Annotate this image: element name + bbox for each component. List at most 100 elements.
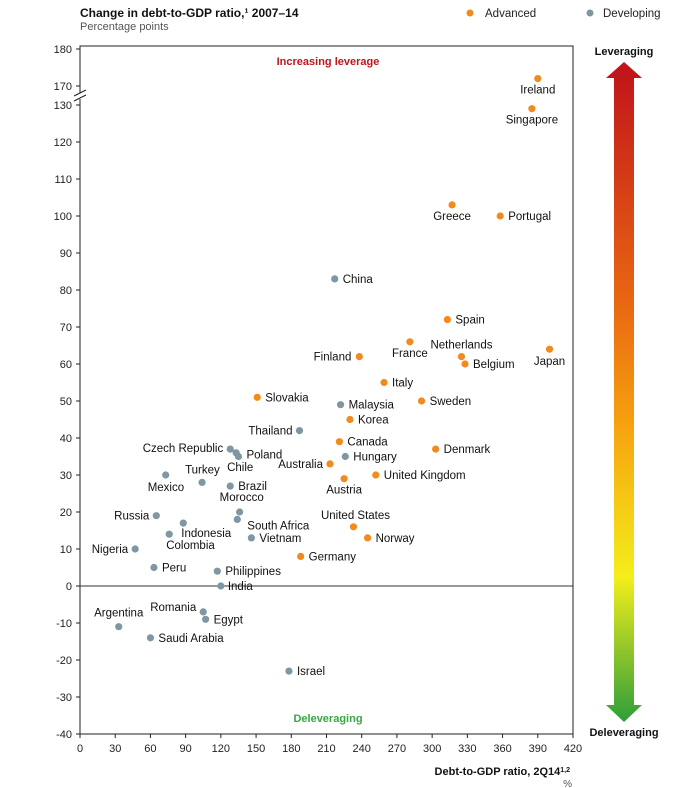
legend-developing-marker (586, 9, 594, 17)
x-tick-label: 210 (317, 743, 335, 755)
y-tick-label: 30 (60, 470, 72, 482)
scale-top-label: Leveraging (595, 46, 654, 58)
plot-frame (79, 45, 574, 735)
x-tick-label: 330 (458, 743, 476, 755)
y-tick-label: 120 (54, 137, 72, 149)
point-label-india: India (228, 581, 254, 593)
point-label-peru: Peru (162, 563, 186, 575)
point-label-finland: Finland (314, 352, 352, 364)
point-label-denmark: Denmark (444, 444, 491, 456)
x-tick-label: 30 (109, 743, 121, 755)
point-label-colombia: Colombia (166, 540, 215, 552)
point-label-japan: Japan (534, 356, 565, 368)
point-thailand (295, 427, 304, 435)
y-tick-label: 10 (60, 544, 72, 556)
point-denmark (432, 445, 440, 453)
chart-title: Change in debt-to-GDP ratio,¹ 2007–14 (80, 6, 299, 20)
point-label-belgium: Belgium (473, 359, 515, 371)
y-tick-label: 70 (60, 322, 72, 334)
point-china (331, 275, 339, 283)
point-label-italy: Italy (392, 378, 413, 390)
point-romania (199, 608, 207, 616)
y-tick-label: -40 (56, 729, 72, 741)
point-india (217, 582, 225, 590)
y-axis-break-mark (73, 94, 87, 102)
point-turkey (198, 478, 206, 486)
point-brazil (226, 482, 234, 490)
point-label-mexico: Mexico (148, 482, 184, 494)
point-label-philippines: Philippines (225, 566, 281, 578)
point-label-united-states: United States (321, 510, 390, 522)
point-label-south-africa: South Africa (247, 520, 310, 532)
legend: Advanced Developing (466, 8, 661, 20)
x-tick-label: 420 (564, 743, 582, 755)
x-tick-label: 0 (77, 743, 83, 755)
legend-developing-label: Developing (603, 8, 661, 20)
y-tick-label: 50 (60, 396, 72, 408)
leverage-scale: Leveraging Deleveraging (589, 46, 658, 739)
point-label-slovakia: Slovakia (265, 392, 309, 404)
x-tick-label: 90 (180, 743, 192, 755)
point-chile (232, 449, 240, 457)
point-label-russia: Russia (114, 511, 150, 523)
point-united-kingdom (372, 471, 380, 479)
point-korea (346, 415, 354, 424)
point-label-hungary: Hungary (353, 452, 397, 464)
x-tick-label: 240 (353, 743, 371, 755)
point-label-argentina: Argentina (94, 608, 144, 620)
x-tick-label: 300 (423, 743, 441, 755)
x-axis-title: Debt-to-GDP ratio, 2Q141,2 (435, 766, 571, 778)
x-tick-label: 60 (144, 743, 156, 755)
point-peru (150, 563, 158, 572)
point-label-brazil: Brazil (238, 481, 267, 493)
point-norway (363, 534, 372, 542)
point-mexico (162, 471, 170, 479)
y-tick-label: 60 (60, 359, 72, 371)
point-morocco (236, 508, 244, 516)
point-label-sweden: Sweden (430, 396, 472, 408)
point-label-turkey: Turkey (185, 464, 220, 476)
y-tick-label: 130 (54, 100, 72, 112)
point-portugal (496, 212, 504, 220)
point-nigeria (131, 545, 139, 553)
point-label-china: China (343, 274, 374, 286)
point-netherlands (457, 353, 466, 361)
point-label-malaysia: Malaysia (349, 400, 395, 412)
point-label-canada: Canada (347, 437, 388, 449)
point-indonesia (179, 519, 187, 527)
data-points: Ireland Singapore Greece Portugal Spain Nethe… (92, 75, 565, 678)
point-vietnam (247, 534, 255, 542)
y-tick-label: 0 (66, 581, 72, 593)
x-tick-label: 270 (388, 743, 406, 755)
point-label-netherlands: Netherlands (430, 340, 492, 352)
region-label-increasing: Increasing leverage (277, 56, 380, 68)
point-label-austria: Austria (326, 485, 362, 497)
axes: 1801701301201101009080706050403020100-10… (54, 44, 583, 755)
point-israel (285, 667, 293, 675)
y-tick-label: -10 (56, 618, 72, 630)
scale-bottom-label: Deleveraging (589, 727, 658, 739)
point-spain (443, 316, 452, 324)
y-tick-label: -20 (56, 655, 72, 667)
chart-subtitle: Percentage points (80, 21, 169, 33)
point-philippines (213, 567, 221, 575)
y-tick-label: 110 (54, 174, 72, 186)
point-france (406, 338, 414, 346)
point-label-singapore: Singapore (506, 115, 558, 127)
region-label-deleveraging: Deleveraging (293, 713, 362, 725)
x-tick-label: 390 (529, 743, 547, 755)
y-tick-label: 20 (60, 507, 72, 519)
point-japan (545, 345, 554, 353)
y-tick-label: 40 (60, 433, 72, 445)
point-malaysia (336, 401, 345, 409)
point-saudi-arabia (146, 634, 155, 642)
point-germany (297, 552, 305, 561)
point-label-spain: Spain (455, 315, 484, 327)
point-label-germany: Germany (309, 551, 357, 563)
point-argentina (115, 623, 123, 631)
point-label-united-kingdom: United Kingdom (384, 470, 466, 482)
point-label-ireland: Ireland (520, 85, 555, 97)
point-slovakia (253, 393, 261, 401)
point-belgium (461, 360, 469, 368)
